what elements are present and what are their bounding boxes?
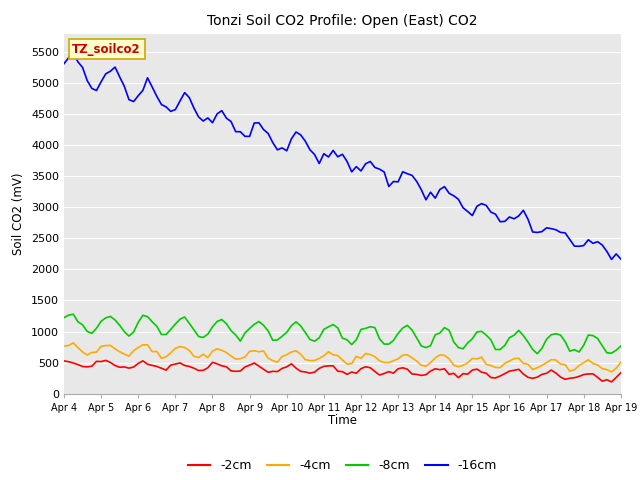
Legend: -2cm, -4cm, -8cm, -16cm: -2cm, -4cm, -8cm, -16cm	[183, 455, 502, 477]
Text: TZ_soilco2: TZ_soilco2	[72, 43, 141, 56]
X-axis label: Time: Time	[328, 414, 357, 427]
Title: Tonzi Soil CO2 Profile: Open (East) CO2: Tonzi Soil CO2 Profile: Open (East) CO2	[207, 14, 477, 28]
Y-axis label: Soil CO2 (mV): Soil CO2 (mV)	[12, 172, 26, 255]
